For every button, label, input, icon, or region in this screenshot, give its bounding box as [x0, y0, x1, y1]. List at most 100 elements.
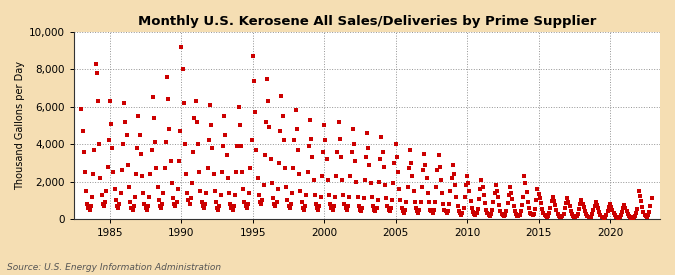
Point [429, 207, 439, 212]
Point [388, 181, 399, 186]
Point [462, 174, 472, 178]
Point [524, 206, 535, 211]
Point [587, 212, 597, 217]
Point [254, 200, 265, 204]
Point [526, 212, 537, 217]
Point [426, 209, 437, 214]
Point [495, 208, 506, 213]
Point [275, 129, 286, 133]
Point [292, 127, 302, 131]
Point [257, 198, 268, 202]
Point [566, 212, 577, 216]
Point [122, 163, 133, 167]
Point [628, 215, 639, 219]
Point [240, 204, 251, 208]
Point [519, 174, 530, 178]
Point [114, 202, 125, 206]
Point [281, 185, 292, 189]
Point [558, 211, 569, 216]
Point [583, 215, 594, 219]
Point [608, 211, 619, 215]
Point [192, 120, 202, 124]
Point [127, 207, 138, 212]
Point [76, 106, 87, 111]
Point [546, 199, 557, 203]
Point [565, 208, 576, 213]
Point [354, 204, 364, 208]
Point [619, 203, 630, 208]
Point [333, 120, 344, 124]
Point [379, 183, 390, 188]
Point [242, 202, 253, 206]
Point [376, 134, 387, 139]
Point [379, 164, 389, 169]
Point [438, 202, 449, 206]
Point [138, 191, 148, 195]
Point [507, 197, 518, 202]
Point [554, 213, 564, 218]
Point [192, 142, 203, 146]
Point [184, 202, 195, 206]
Point [153, 198, 164, 202]
Point [164, 127, 175, 131]
Point [208, 172, 219, 176]
Point [594, 210, 605, 214]
Point [346, 149, 357, 154]
Point [233, 104, 244, 109]
Point [287, 191, 298, 195]
Point [298, 207, 309, 212]
Point [152, 185, 163, 189]
Point [352, 194, 363, 199]
Point [201, 191, 212, 195]
Point [404, 166, 414, 171]
Point [412, 209, 423, 214]
Point [545, 205, 556, 210]
Point [601, 213, 612, 217]
Point [202, 166, 213, 171]
Point [220, 133, 231, 137]
Point [468, 210, 479, 214]
Point [187, 181, 198, 186]
Point [409, 200, 420, 204]
Point [113, 205, 124, 210]
Point [111, 198, 122, 202]
Point [472, 207, 483, 211]
Point [408, 189, 419, 193]
Point [639, 213, 650, 217]
Point [262, 76, 273, 81]
Point [198, 205, 209, 210]
Point [339, 202, 350, 206]
Point [593, 206, 603, 211]
Point [194, 170, 205, 174]
Point [563, 200, 574, 204]
Point [591, 200, 601, 204]
Point [221, 153, 232, 158]
Point [295, 189, 306, 193]
Point [244, 191, 254, 195]
Point [510, 212, 521, 216]
Point [508, 204, 519, 208]
Point [90, 62, 101, 66]
Point [550, 203, 561, 207]
Point [570, 215, 581, 219]
Point [354, 207, 365, 212]
Point [645, 203, 656, 208]
Point [483, 213, 494, 218]
Point [479, 192, 489, 197]
Point [582, 214, 593, 218]
Point [538, 211, 549, 215]
Point [232, 144, 243, 148]
Point [406, 161, 416, 165]
Point [518, 194, 529, 199]
Point [502, 201, 513, 206]
Point [228, 204, 239, 208]
Point [368, 204, 379, 208]
Point [387, 198, 398, 202]
Point [181, 172, 192, 176]
Point [84, 207, 95, 212]
Point [434, 164, 445, 169]
Point [308, 177, 319, 182]
Point [213, 207, 223, 212]
Point [382, 204, 393, 208]
Point [539, 213, 550, 218]
